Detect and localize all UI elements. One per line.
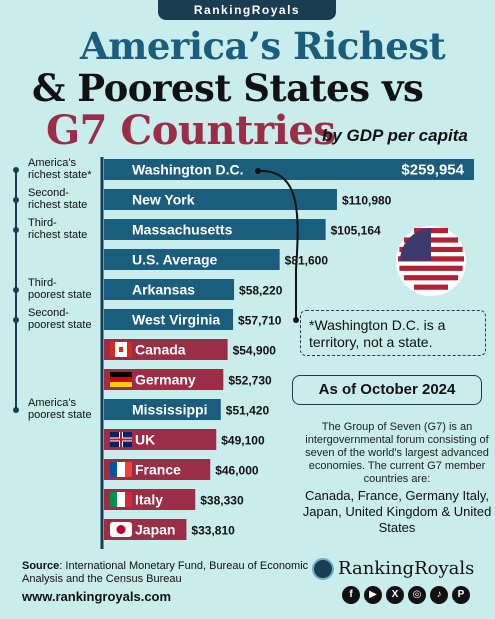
canada-flag-icon	[110, 342, 132, 357]
pinterest-icon[interactable]: P	[452, 586, 470, 604]
bar-label-8: Germany	[135, 372, 196, 388]
value-label-3: $105,164	[331, 224, 381, 238]
instagram-icon[interactable]: ◎	[408, 586, 426, 604]
bar-7	[104, 339, 228, 360]
bar-label-10: UK	[135, 432, 155, 448]
side-label-4: Third-poorest state	[28, 277, 92, 301]
bar-label-5: Arkansas	[132, 282, 195, 298]
side-label-1: America's richest state*	[28, 157, 92, 181]
value-label-12: $38,330	[200, 494, 244, 508]
bar-10	[104, 429, 217, 450]
source-label: Source	[22, 560, 60, 572]
bar-8	[104, 369, 224, 390]
side-label-5: Second-poorest state	[28, 307, 92, 331]
bar-label-12: Italy	[135, 492, 163, 508]
g7-members: Canada, France, Germany Italy, Japan, Un…	[302, 488, 492, 535]
bar-label-6: West Virginia	[132, 312, 220, 328]
bar-9	[104, 399, 221, 420]
value-label-4: $81,600	[285, 254, 329, 268]
timeline-dot-6	[13, 407, 19, 413]
timeline-dot-5	[13, 317, 19, 323]
youtube-icon[interactable]: ▶	[364, 586, 382, 604]
timeline-dot-4	[13, 287, 19, 293]
bar-label-9: Mississippi	[132, 402, 207, 418]
us-flag-stripe-7	[414, 284, 448, 290]
us-flag-stripe-5	[399, 265, 463, 271]
social-icons: f ▶ X ◎ ♪ P	[342, 586, 470, 604]
bar-6	[104, 309, 234, 330]
title-line-1: America’s Richest	[80, 24, 446, 68]
japan-flag-icon	[110, 522, 132, 537]
bar-label-1: Washington D.C.	[132, 162, 243, 178]
bar-1	[104, 159, 474, 180]
value-label-8: $52,730	[228, 374, 272, 388]
bar-5	[104, 279, 235, 300]
footnote-connector	[255, 169, 299, 318]
value-label-6: $57,710	[238, 314, 282, 328]
connector-start-dot	[255, 168, 261, 174]
france-flag-icon	[110, 462, 132, 477]
source-text: : International Monetary Fund, Bureau of…	[22, 560, 309, 585]
bar-label-2: New York	[132, 192, 195, 208]
value-label-2: $110,980	[342, 194, 392, 208]
bar-label-4: U.S. Average	[132, 252, 218, 268]
value-label-10: $49,100	[221, 434, 265, 448]
value-label-5: $58,220	[239, 284, 283, 298]
bar-label-13: Japan	[135, 522, 175, 538]
timeline-dot-1	[13, 167, 19, 173]
value-label-13: $33,810	[191, 524, 235, 538]
subtitle: by GDP per capita	[322, 126, 468, 145]
bar-chart: Washington D.C. $259,954 New York $110,980 M…	[13, 157, 474, 549]
bar-4	[104, 249, 280, 270]
title-line-2: & Poorest States vs	[32, 66, 424, 110]
title-vs: vs	[381, 66, 424, 110]
bar-2	[104, 189, 337, 210]
value-label-7: $54,900	[233, 344, 277, 358]
timeline-dot-3	[13, 227, 19, 233]
italy-flag-icon	[110, 492, 132, 507]
bar-3	[104, 219, 326, 240]
germany-flag-icon	[110, 372, 132, 387]
g7-description: The Group of Seven (G7) is an intergover…	[305, 421, 489, 485]
facebook-icon[interactable]: f	[342, 586, 360, 604]
brand-badge: RankingRoyals	[158, 0, 336, 20]
connector-end-dot	[293, 317, 299, 323]
bar-label-3: Massachusetts	[132, 222, 233, 238]
tiktok-icon[interactable]: ♪	[430, 586, 448, 604]
title-line-3: G7 Countries	[46, 107, 336, 154]
globe-logo-icon	[312, 558, 334, 580]
uk-flag-icon	[110, 432, 132, 447]
value-label-11: $46,000	[215, 464, 259, 478]
bar-label-11: France	[135, 462, 181, 478]
timeline-dot-2	[13, 197, 19, 203]
website-link[interactable]: www.rankingroyals.com	[22, 589, 172, 604]
value-label-1: $259,954	[401, 162, 464, 179]
side-label-2: Second-richest state	[28, 187, 87, 211]
value-label-9: $51,420	[226, 404, 270, 418]
footnote-box: *Washington D.C. is a territory, not a s…	[300, 310, 486, 356]
side-label-3: Third-richest state	[28, 217, 87, 241]
as-of-date: As of October 2024	[292, 375, 482, 405]
side-label-6: America's poorest state	[28, 397, 92, 421]
bar-label-7: Canada	[135, 342, 186, 358]
title-line-2-text: & Poorest States	[32, 66, 370, 110]
x-icon[interactable]: X	[386, 586, 404, 604]
us-flag-canton	[399, 228, 431, 261]
brand-name: RankingRoyals	[338, 558, 475, 579]
us-flag-stripe-6	[403, 275, 459, 281]
source-note: Source: International Monetary Fund, Bur…	[22, 560, 312, 586]
